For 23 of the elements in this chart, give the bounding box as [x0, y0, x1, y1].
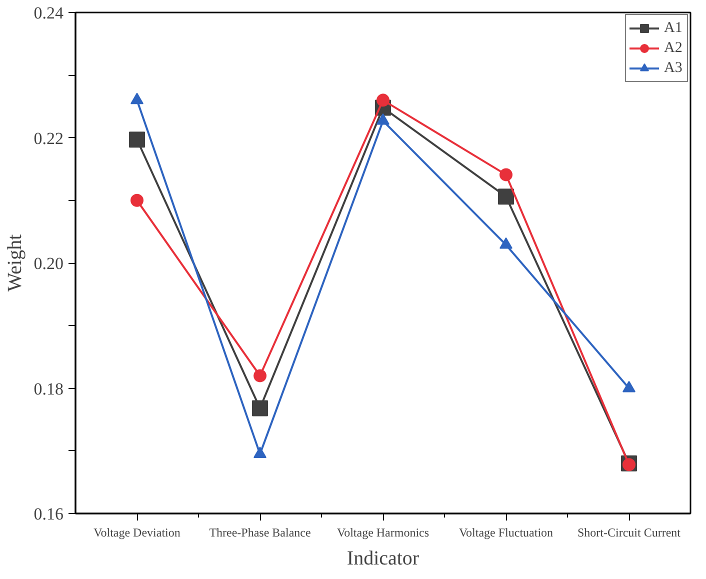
legend-label: A2: [664, 40, 684, 56]
point: [252, 400, 268, 416]
x-tick-label: Voltage Fluctuation: [458, 526, 554, 540]
y-axis-title: Weight: [4, 234, 26, 292]
point: [498, 188, 514, 205]
x-tick-label: Short-Circuit Current: [578, 526, 682, 540]
y-tick-label: 0.16: [34, 504, 64, 524]
point: [130, 194, 144, 207]
point: [376, 94, 390, 107]
y-tick-label: 0.18: [34, 379, 64, 398]
point: [500, 168, 512, 182]
legend-label: A1: [664, 20, 684, 36]
y-tick-label: 0.20: [34, 254, 64, 273]
x-tick-label: Voltage Harmonics: [336, 526, 430, 540]
legend-label: A3: [664, 60, 684, 76]
point: [254, 369, 266, 382]
x-tick-label: Voltage Deviation: [94, 526, 180, 540]
point: [129, 132, 145, 148]
y-tick-label: 0.22: [34, 128, 64, 148]
x-axis-title: Indicator: [346, 548, 420, 570]
y-tick-label: 0.24: [34, 4, 64, 22]
point: [622, 458, 636, 472]
x-tick-label: Three-Phase Balance: [209, 526, 311, 540]
